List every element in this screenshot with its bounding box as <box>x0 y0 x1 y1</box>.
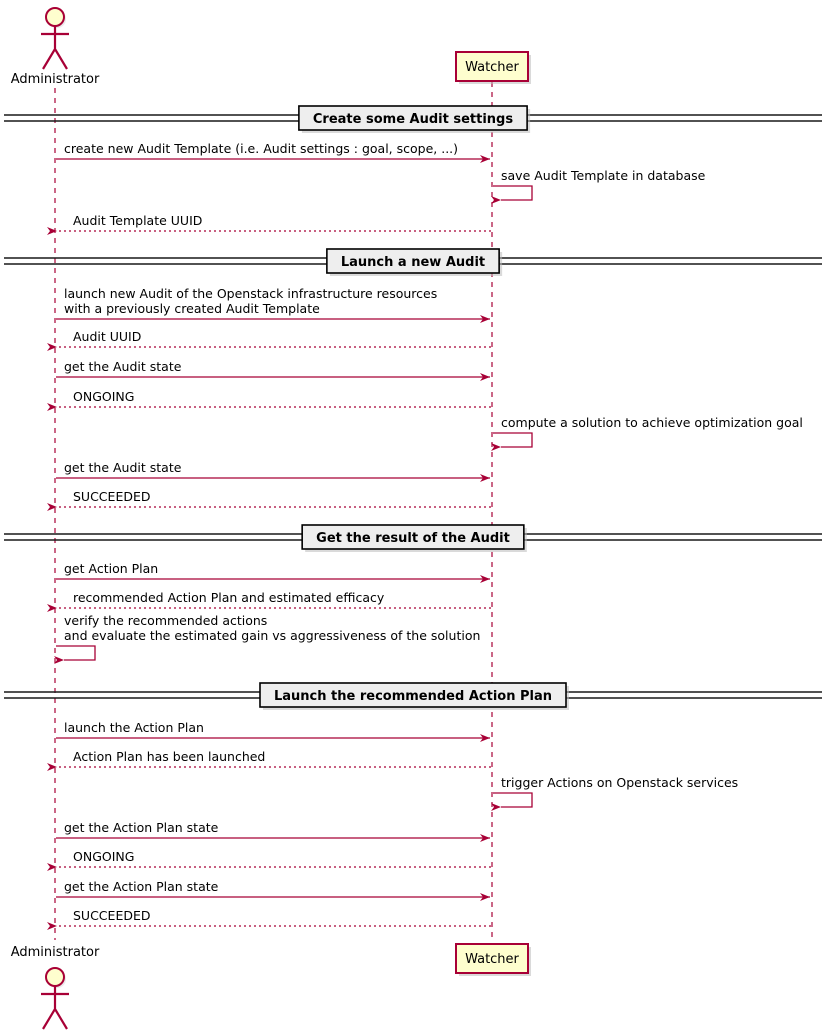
divider-box <box>298 105 528 131</box>
message-call: get the Audit state <box>56 460 490 482</box>
section-divider: Get the result of the Audit <box>4 524 822 552</box>
divider-label: Launch a new Audit <box>341 255 485 270</box>
message-label: SUCCEEDED <box>73 908 150 923</box>
message-return: SUCCEEDED <box>47 908 491 930</box>
message-self-path <box>491 185 533 204</box>
divider-box <box>301 524 525 550</box>
participant-watcher-bottom[interactable]: Watcher <box>455 943 531 976</box>
section-divider: Launch the recommended Action Plan <box>4 682 822 710</box>
message-self: save Audit Template in database <box>491 168 706 204</box>
dividers-layer: Create some Audit settings Launch a new A… <box>4 105 822 710</box>
message-label: ONGOING <box>73 849 134 864</box>
section-divider: Create some Audit settings <box>4 105 822 133</box>
message-label: get the Action Plan state <box>64 820 219 835</box>
divider-label: Get the result of the Audit <box>316 531 510 546</box>
message-call: get Action Plan <box>56 561 490 583</box>
message-return: Action Plan has been launched <box>47 749 491 771</box>
message-call: launch new Audit of the Openstack infras… <box>56 286 490 323</box>
lifelines-layer <box>54 82 493 940</box>
message-self-path <box>54 645 96 664</box>
message-label: and evaluate the estimated gain vs aggre… <box>64 628 480 643</box>
message-label: get the Audit state <box>64 460 182 475</box>
message-call: create new Audit Template (i.e. Audit se… <box>56 141 490 163</box>
actor-body <box>41 986 69 1030</box>
message-label: save Audit Template in database <box>501 168 706 183</box>
actor-administrator-bottom <box>41 967 69 1030</box>
actor-body <box>41 26 69 70</box>
actor-head <box>45 7 65 27</box>
participant-box-label: Watcher <box>465 60 519 75</box>
message-self: trigger Actions on Openstack services <box>491 775 738 811</box>
message-label: Audit Template UUID <box>73 213 202 228</box>
message-label: compute a solution to achieve optimizati… <box>501 415 803 430</box>
divider-label: Create some Audit settings <box>313 112 513 127</box>
message-return: Audit Template UUID <box>47 213 491 235</box>
actor-administrator-top <box>41 7 69 70</box>
message-return: ONGOING <box>47 389 491 411</box>
actor-head <box>45 967 65 987</box>
participant-watcher-top[interactable]: Watcher <box>455 51 531 84</box>
message-label: get the Audit state <box>64 359 182 374</box>
message-label: Action Plan has been launched <box>73 749 265 764</box>
message-self-path <box>491 792 533 811</box>
message-call: launch the Action Plan <box>56 720 490 742</box>
participant-box <box>455 51 529 82</box>
participants-layer: Administrator Watcher Administrator Watcher <box>11 7 531 1030</box>
message-label: with a previously created Audit Template <box>64 301 320 316</box>
message-label: ONGOING <box>73 389 134 404</box>
actor-administrator-top-label: Administrator <box>11 72 100 87</box>
message-label: recommended Action Plan and estimated ef… <box>73 590 385 605</box>
divider-label: Launch the recommended Action Plan <box>274 689 552 704</box>
message-self: compute a solution to achieve optimizati… <box>491 415 803 451</box>
section-divider: Launch a new Audit <box>4 248 822 276</box>
participant-box <box>455 943 529 974</box>
message-label: verify the recommended actions <box>64 613 267 628</box>
participant-box-label: Watcher <box>465 952 519 967</box>
message-call: get the Audit state <box>56 359 490 381</box>
message-return: ONGOING <box>47 849 491 871</box>
message-label: Audit UUID <box>73 329 141 344</box>
divider-box <box>259 682 567 708</box>
message-return: Audit UUID <box>47 329 491 351</box>
message-return: recommended Action Plan and estimated ef… <box>47 590 491 612</box>
message-return: SUCCEEDED <box>47 489 491 511</box>
message-label: get Action Plan <box>64 561 158 576</box>
message-call: get the Action Plan state <box>56 879 490 901</box>
message-label: launch new Audit of the Openstack infras… <box>64 286 437 301</box>
message-label: create new Audit Template (i.e. Audit se… <box>64 141 458 156</box>
message-label: get the Action Plan state <box>64 879 219 894</box>
message-label: trigger Actions on Openstack services <box>501 775 738 790</box>
message-label: launch the Action Plan <box>64 720 204 735</box>
message-self-path <box>491 432 533 451</box>
message-call: get the Action Plan state <box>56 820 490 842</box>
divider-box <box>326 248 500 274</box>
messages-layer: create new Audit Template (i.e. Audit se… <box>47 141 803 930</box>
actor-administrator-bottom-label: Administrator <box>11 945 100 960</box>
message-label: SUCCEEDED <box>73 489 150 504</box>
